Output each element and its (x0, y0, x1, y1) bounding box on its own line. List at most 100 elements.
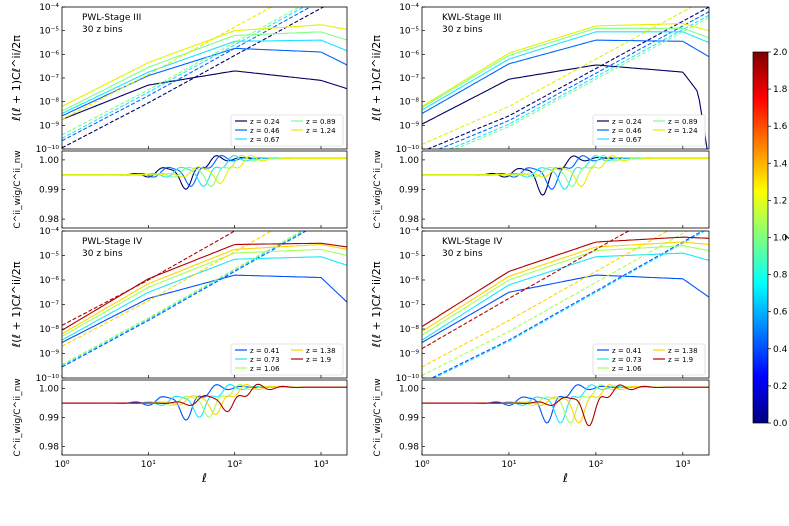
ytick-label: 10⁻⁸ (39, 98, 59, 108)
ratio-tick-label: 0.99 (39, 414, 59, 424)
ytick-label: 10⁻⁶ (39, 276, 59, 286)
ratio-curve-1 (62, 155, 347, 190)
colorbar: 0.0 0.2 0.4 0.6 0.8 1.0 1.2 1.4 1.6 1.8 2.0 z (752, 48, 789, 429)
legend-label: z = 1.06 (612, 365, 642, 373)
curve-dashed-4 (422, 231, 669, 368)
curve-solid-4 (62, 243, 347, 335)
bottom-axes (61, 379, 348, 456)
legend-label: z = 0.41 (612, 347, 642, 355)
curve-dashed-1 (426, 7, 709, 149)
colorbar-tick-label: 0.4 (773, 345, 788, 355)
ratio-tick-label: 1.00 (399, 156, 419, 166)
xtick-label: 10¹ (141, 460, 156, 470)
legend-label: z = 1.24 (668, 127, 698, 135)
ratio-curve-5 (62, 154, 347, 185)
colorbar-tick-label: 1.8 (773, 85, 788, 95)
curve-dashed-5 (422, 7, 693, 145)
xlabel: ℓ (201, 471, 207, 485)
ytick-label: 10⁻⁵ (399, 27, 419, 37)
ratio-curve-2 (422, 384, 709, 424)
legend-label: z = 1.06 (250, 365, 280, 373)
legend-label: z = 1.38 (306, 347, 336, 355)
legend-label: z = 0.67 (250, 136, 280, 144)
curve-solid-5 (422, 23, 709, 107)
xtick-label: 10³ (675, 460, 690, 470)
colorbar-tick-label: 1.2 (773, 196, 787, 206)
ytick-label: 10⁻⁴ (399, 3, 419, 13)
colorbar-tick-label: 1.4 (773, 159, 788, 169)
panels-group: 10⁻¹⁰ 10⁻⁹ 10⁻⁸ 10⁻⁷ 10⁻⁶ 10⁻⁵ 10⁻⁴ ℓ(ℓ + 1)Cℓ^… (10, 3, 710, 485)
legend-label: z = 0.73 (612, 356, 642, 364)
curve-solid-1 (62, 274, 347, 343)
ytick-label: 10⁻⁴ (39, 227, 59, 237)
curve-solid-5 (62, 242, 347, 331)
colorbar-tick-label: 0.6 (773, 308, 788, 318)
curve-solid-2 (62, 47, 347, 117)
curve-dashed-2 (437, 11, 709, 149)
ytick-label: 10⁻⁹ (399, 350, 419, 360)
ratio-curve-5 (62, 383, 347, 413)
ytick-label: 10⁻⁴ (399, 227, 419, 237)
xtick-label: 10³ (313, 460, 328, 470)
legend-label: z = 0.89 (668, 118, 698, 126)
ratio-curve-5 (422, 155, 709, 188)
legend-label: z = 0.73 (250, 356, 280, 364)
curve-dashed-3 (62, 231, 303, 365)
xtick-label: 10⁰ (54, 460, 69, 470)
ytick-label: 10⁻⁷ (39, 301, 59, 311)
xtick-label: 10⁰ (414, 460, 429, 470)
colorbar-tick-label: 2.0 (773, 48, 788, 58)
ytick-label: 10⁻⁸ (399, 325, 419, 335)
ytick-label: 10⁻⁷ (39, 74, 59, 84)
ytick-label: 10⁻⁹ (39, 121, 59, 131)
ytick-label: 10⁻⁵ (399, 252, 419, 262)
ytick-label: 10⁻⁹ (39, 350, 59, 360)
curve-solid-4 (422, 241, 709, 332)
curve-solid-2 (62, 256, 347, 341)
curve-solid-3 (62, 39, 347, 114)
ratio-curve-2 (422, 155, 709, 190)
curve-solid-3 (422, 245, 709, 336)
colorbar-gradient (752, 51, 769, 424)
legend-label: z = 1.24 (306, 127, 336, 135)
panel-subtitle: 30 z bins (442, 25, 483, 35)
panel-title: KWL-Stage III (442, 13, 501, 23)
legend: z = 0.41z = 0.73z = 1.06 z = 1.38z = 1.9 (592, 343, 706, 376)
ylabel-spectrum: ℓ(ℓ + 1)Cℓ^ii/2π (10, 35, 23, 122)
legend-label: z = 1.9 (306, 356, 331, 364)
ylabel-ratio: C^ii_wig/C^ii_nw (13, 150, 23, 228)
panel-pwl4: 10⁻¹⁰ 10⁻⁹ 10⁻⁸ 10⁻⁷ 10⁻⁶ 10⁻⁵ 10⁻⁴ ℓ(ℓ + 1)Cℓ^… (10, 227, 348, 485)
legend-label: z = 1.9 (668, 356, 693, 364)
ytick-label: 10⁻¹⁰ (36, 145, 60, 155)
ratio-tick-label: 0.98 (399, 442, 419, 452)
ytick-label: 10⁻⁴ (39, 3, 59, 13)
spectra-curves (62, 7, 347, 149)
ytick-label: 10⁻⁸ (399, 98, 419, 108)
curve-dashed-4 (454, 17, 709, 149)
ytick-label: 10⁻⁵ (39, 27, 59, 37)
curve-dashed-5 (62, 231, 236, 326)
ratio-curves (62, 154, 347, 190)
panel-subtitle: 30 z bins (442, 249, 483, 259)
ratio-curve-3 (62, 383, 347, 418)
xtick-label: 10¹ (501, 460, 516, 470)
bottom-axes (61, 150, 348, 229)
legend-label: z = 0.46 (250, 127, 280, 135)
ratio-curve-2 (62, 154, 347, 187)
ratio-tick-label: 0.99 (399, 186, 419, 196)
ratio-tick-label: 0.98 (39, 442, 59, 452)
ytick-label: 10⁻⁶ (399, 276, 419, 286)
ratio-curves (62, 383, 347, 421)
ratio-curve-1 (62, 384, 347, 421)
panel-subtitle: 30 z bins (82, 249, 123, 259)
ytick-label: 10⁻⁸ (39, 325, 59, 335)
legend-label: z = 0.89 (306, 118, 336, 126)
ratio-curve-4 (62, 154, 347, 187)
ytick-label: 10⁻⁶ (39, 50, 59, 60)
ylabel-ratio: C^ii_wig/C^ii_nw (13, 378, 23, 456)
colorbar-tick-label: 0.2 (773, 382, 787, 392)
curve-dashed-3 (422, 231, 689, 377)
curve-solid-1 (422, 274, 709, 343)
curve-dashed-2 (433, 231, 706, 378)
ratio-curves (422, 384, 709, 427)
